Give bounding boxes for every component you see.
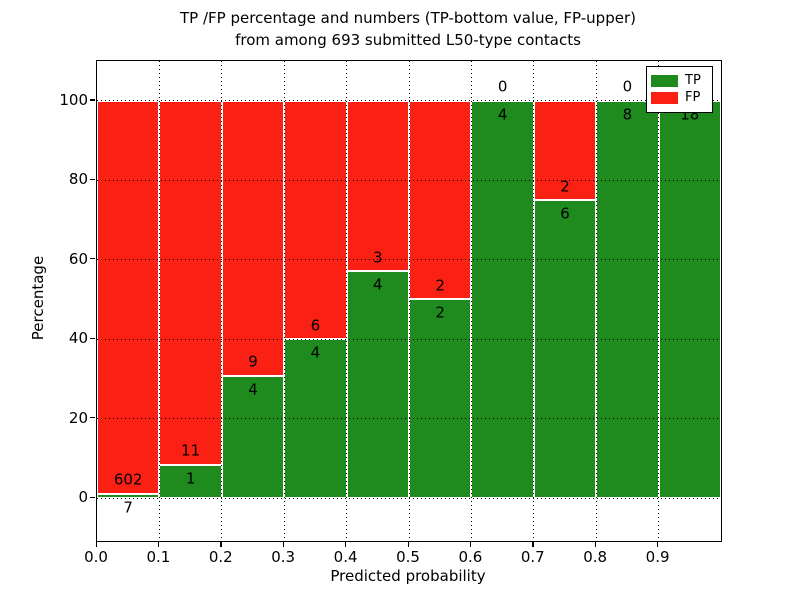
tp-bar-segment — [159, 464, 222, 499]
fp-count-label: 9 — [248, 352, 258, 371]
tp-count-label: 4 — [248, 380, 258, 399]
x-tick-label: 0.7 — [520, 548, 545, 566]
fp-count-label: 602 — [113, 470, 143, 489]
fp-count-label: 11 — [181, 441, 201, 460]
fp-bar-segment — [221, 100, 285, 376]
y-axis-label: Percentage — [29, 255, 47, 341]
x-tick-mark — [532, 541, 534, 547]
tp-count-label: 8 — [622, 105, 633, 124]
x-tick-label: 0.4 — [333, 548, 358, 566]
x-tick-label: 0.3 — [271, 548, 296, 566]
legend-label: TP — [685, 73, 701, 88]
fp-count-label: 3 — [373, 248, 383, 267]
fp-bar-segment — [284, 100, 347, 340]
tp-count-label: 2 — [435, 303, 445, 322]
x-tick-label: 0.6 — [458, 548, 483, 566]
x-tick-label: 0.5 — [396, 548, 420, 566]
tp-bar-segment — [409, 299, 472, 499]
tp-count-label: 6 — [560, 204, 570, 223]
chart-title: TP /FP percentage and numbers (TP-bottom… — [96, 7, 720, 51]
fp-bar-segment — [533, 100, 597, 201]
tp-bar-segment — [221, 375, 285, 499]
x-tick-mark — [345, 541, 347, 547]
fp-count-label: 2 — [435, 276, 445, 295]
y-tick-label: 40 — [68, 329, 88, 348]
fp-count-label: 0 — [497, 77, 508, 96]
x-tick-label: 0.9 — [645, 548, 670, 566]
y-tick-mark — [89, 258, 95, 260]
fp-bar-segment — [97, 100, 160, 494]
y-tick-label: 60 — [68, 249, 88, 268]
x-tick-label: 0.1 — [146, 548, 171, 566]
x-tick-mark — [95, 541, 97, 547]
tp-count-label: 7 — [123, 498, 133, 517]
y-tick-label: 100 — [59, 90, 88, 109]
y-tick-mark — [89, 337, 95, 339]
fp-count-label: 6 — [310, 316, 321, 335]
legend-item: TP — [651, 74, 708, 88]
tp-count-label: 4 — [310, 343, 321, 362]
x-tick-mark — [220, 541, 222, 547]
fp-bar-segment — [346, 100, 409, 272]
y-tick-label: 0 — [78, 488, 88, 507]
tp-bar-segment — [596, 100, 659, 499]
plot-area: 602711194643422042608018 — [96, 60, 722, 542]
x-tick-mark — [657, 541, 659, 547]
fp-bar-segment — [159, 100, 222, 465]
tp-color-swatch — [651, 75, 678, 87]
y-tick-mark — [89, 417, 95, 419]
fp-count-label: 2 — [560, 177, 570, 196]
bars-layer — [97, 61, 721, 541]
fp-bar-segment — [409, 100, 472, 300]
x-tick-mark — [407, 541, 409, 547]
x-tick-label: 0.0 — [84, 548, 108, 566]
x-tick-mark — [469, 541, 472, 547]
fp-count-label: 0 — [622, 77, 633, 96]
x-tick-label: 0.2 — [208, 548, 233, 566]
bar-labels-layer: 602711194643422042608018 — [97, 61, 721, 541]
y-tick-label: 80 — [68, 170, 88, 189]
legend-label: FP — [685, 90, 701, 105]
y-tick-mark — [89, 496, 95, 498]
tp-count-label: 4 — [497, 105, 508, 124]
y-tick-mark — [89, 178, 95, 180]
y-tick-label: 20 — [68, 408, 88, 427]
x-tick-mark — [594, 541, 596, 547]
y-tick-mark — [89, 99, 95, 101]
legend-item: FP — [651, 91, 708, 105]
fp-color-swatch — [651, 92, 678, 104]
x-tick-label: 0.8 — [583, 548, 608, 566]
x-tick-mark — [157, 541, 160, 547]
tp-bar-segment — [346, 271, 409, 499]
tp-count-label: 1 — [185, 469, 196, 488]
chart-title-line2: from among 693 submitted L50-type contac… — [235, 31, 581, 49]
x-tick-mark — [282, 541, 284, 547]
legend: TP FP — [646, 66, 713, 113]
tp-bar-segment — [658, 100, 721, 499]
tp-count-label: 4 — [373, 275, 383, 294]
tp-bar-segment — [533, 200, 597, 499]
x-axis-label: Predicted probability — [330, 567, 486, 585]
tp-bar-segment — [471, 100, 534, 499]
chart-title-line1: TP /FP percentage and numbers (TP-bottom… — [180, 9, 636, 27]
